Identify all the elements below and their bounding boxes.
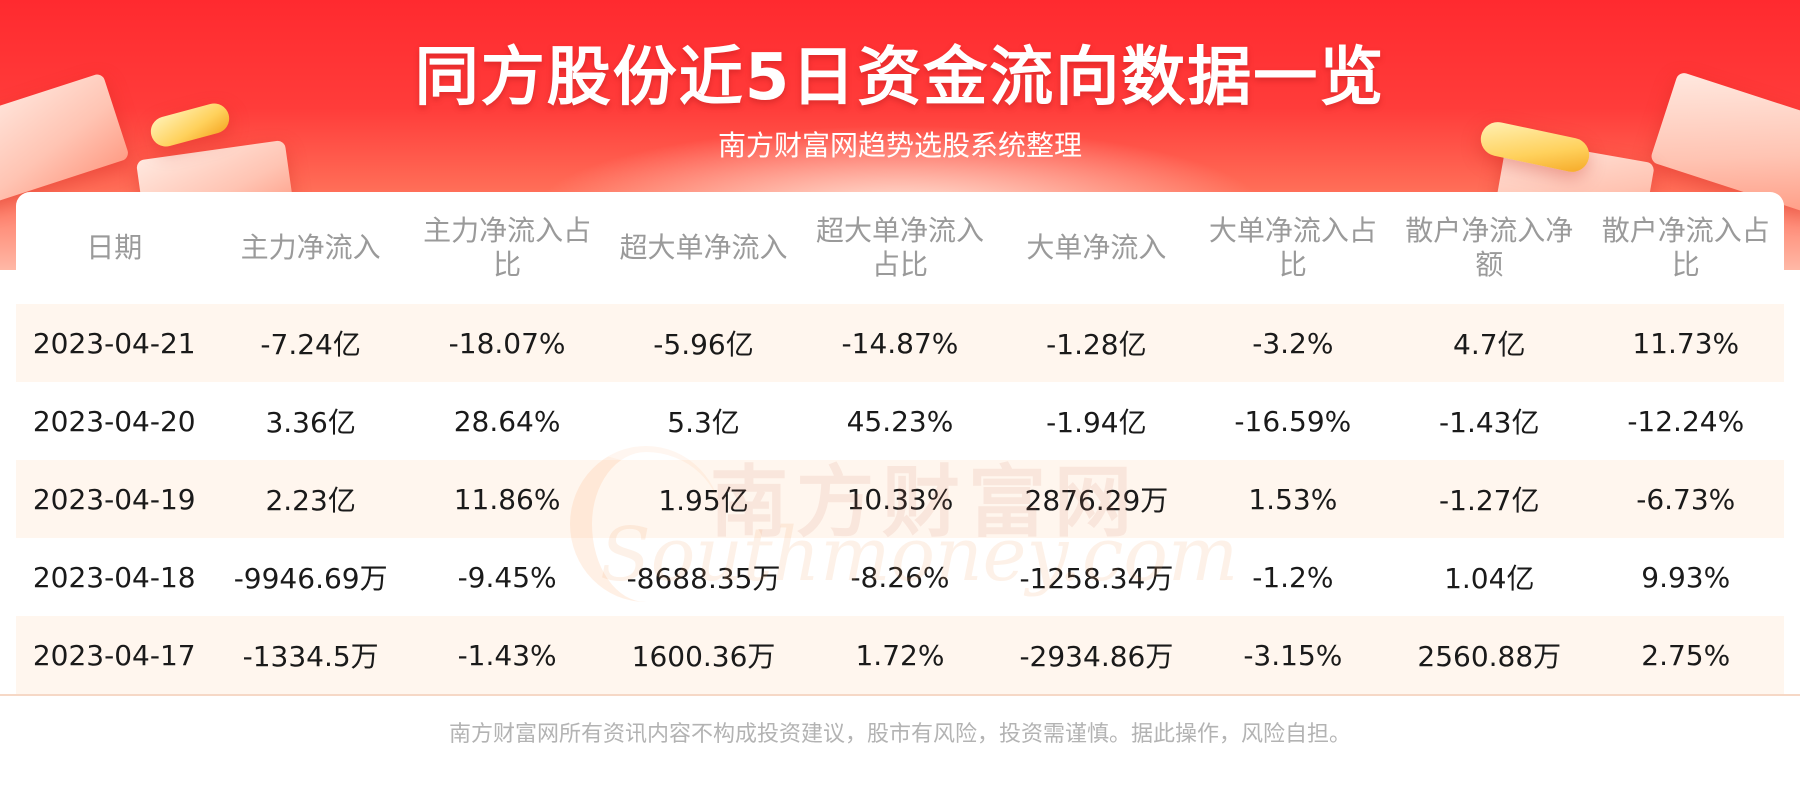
cell-main-net-inflow-ratio: -1.43% — [408, 616, 606, 694]
column-header-super-large-net-inflow-ratio: 超大单净流入占比 — [815, 214, 984, 281]
cell-large-net-inflow-ratio: -1.2% — [1252, 560, 1334, 594]
cell-retail-net-inflow: 2560.88万 — [1391, 616, 1588, 694]
header-banner: 同方股份近5日资金流向数据一览 南方财富网趋势选股系统整理 — [0, 0, 1800, 270]
cell-super-large-net-inflow: -8688.35万 — [626, 562, 781, 595]
cell-super-large-net-inflow-ratio: -14.87% — [801, 304, 999, 382]
column-header-retail-net-inflow: 散户净流入净额 — [1405, 214, 1574, 281]
cell-main-net-inflow-ratio: 11.86% — [408, 460, 606, 538]
cell-large-net-inflow-ratio: -3.15% — [1194, 616, 1392, 694]
cell-date: 2023-04-19 — [16, 460, 213, 538]
column-header-large-net-inflow-ratio: 大单净流入占比 — [1208, 214, 1377, 281]
cell-super-large-net-inflow-ratio: 45.23% — [846, 404, 954, 438]
cell-main-net-inflow: -7.24亿 — [212, 304, 409, 382]
column-header-date: 日期 — [86, 231, 143, 264]
cell-main-net-inflow: 2.23亿 — [212, 460, 409, 538]
cell-large-net-inflow: -1258.34万 — [1019, 562, 1174, 595]
cell-super-large-net-inflow: 1.95亿 — [605, 460, 802, 538]
cell-main-net-inflow: 3.36亿 — [265, 406, 356, 439]
table-row: 2023-04-20 3.36亿 28.64% 5.3亿 45.23% -1.9… — [16, 382, 1784, 460]
table-row: 2023-04-21 -7.24亿 -18.07% -5.96亿 -14.87%… — [16, 304, 1784, 382]
cell-super-large-net-inflow-ratio: 1.72% — [801, 616, 999, 694]
cell-main-net-inflow-ratio: -18.07% — [408, 304, 606, 382]
cell-retail-net-inflow: 1.04亿 — [1444, 562, 1535, 595]
cell-retail-net-inflow: -1.27亿 — [1391, 460, 1588, 538]
cell-date: 2023-04-17 — [16, 616, 213, 694]
cell-main-net-inflow-ratio: 28.64% — [453, 404, 561, 438]
cell-main-net-inflow: -1334.5万 — [212, 616, 409, 694]
column-header-retail-net-inflow-ratio: 散户净流入占比 — [1601, 214, 1770, 281]
cell-super-large-net-inflow: -5.96亿 — [605, 304, 802, 382]
cell-retail-net-inflow-ratio: -6.73% — [1587, 460, 1784, 538]
cell-date: 2023-04-20 — [32, 404, 196, 438]
cell-date: 2023-04-21 — [16, 304, 213, 382]
column-header-super-large-net-inflow: 超大单净流入 — [619, 231, 788, 264]
cell-large-net-inflow-ratio: 1.53% — [1194, 460, 1392, 538]
column-header-large-net-inflow: 大单净流入 — [1026, 231, 1167, 264]
cell-retail-net-inflow: -1.43亿 — [1439, 406, 1540, 439]
footer-disclaimer: 南方财富网所有资讯内容不构成投资建议，股市有风险，投资需谨慎。据此操作，风险自担… — [448, 722, 1351, 747]
fund-flow-table: 日期 主力净流入 主力净流入占比 超大单净流入 超大单净流入占比 大单净流入 大… — [16, 192, 1784, 694]
cell-large-net-inflow-ratio: -3.2% — [1194, 304, 1392, 382]
cell-retail-net-inflow-ratio: 9.93% — [1641, 560, 1731, 594]
table-row: 2023-04-17 -1334.5万 -1.43% 1600.36万 1.72… — [16, 616, 1784, 694]
cell-large-net-inflow: -2934.86万 — [998, 616, 1195, 694]
footer-divider — [0, 694, 1800, 696]
cell-super-large-net-inflow: 1600.36万 — [605, 616, 802, 694]
page-subtitle: 南方财富网趋势选股系统整理 — [717, 129, 1082, 162]
cell-large-net-inflow: -1.28亿 — [998, 304, 1195, 382]
cell-retail-net-inflow: 4.7亿 — [1391, 304, 1588, 382]
cell-retail-net-inflow-ratio: 11.73% — [1587, 304, 1784, 382]
cell-main-net-inflow-ratio: -9.45% — [457, 560, 557, 594]
cell-date: 2023-04-18 — [32, 560, 196, 594]
cell-large-net-inflow-ratio: -16.59% — [1234, 404, 1352, 438]
cell-super-large-net-inflow-ratio: 10.33% — [801, 460, 999, 538]
cell-main-net-inflow: -9946.69万 — [233, 562, 388, 595]
cell-retail-net-inflow-ratio: 2.75% — [1587, 616, 1784, 694]
column-header-main-net-inflow: 主力净流入 — [240, 231, 381, 264]
table-row: 2023-04-19 2.23亿 11.86% 1.95亿 10.33% 287… — [16, 460, 1784, 538]
cell-large-net-inflow: 2876.29万 — [998, 460, 1195, 538]
cell-super-large-net-inflow: 5.3亿 — [667, 406, 740, 439]
cell-retail-net-inflow-ratio: -12.24% — [1627, 404, 1745, 438]
cell-super-large-net-inflow-ratio: -8.26% — [850, 560, 950, 594]
table-row: 2023-04-18 -9946.69万 -9.45% -8688.35万 -8… — [16, 538, 1784, 616]
page-title: 同方股份近5日资金流向数据一览 — [414, 41, 1386, 115]
table-header-row: 日期 主力净流入 主力净流入占比 超大单净流入 超大单净流入占比 大单净流入 大… — [16, 192, 1784, 304]
column-header-main-net-inflow-ratio: 主力净流入占比 — [423, 214, 592, 281]
cell-large-net-inflow: -1.94亿 — [1046, 406, 1147, 439]
